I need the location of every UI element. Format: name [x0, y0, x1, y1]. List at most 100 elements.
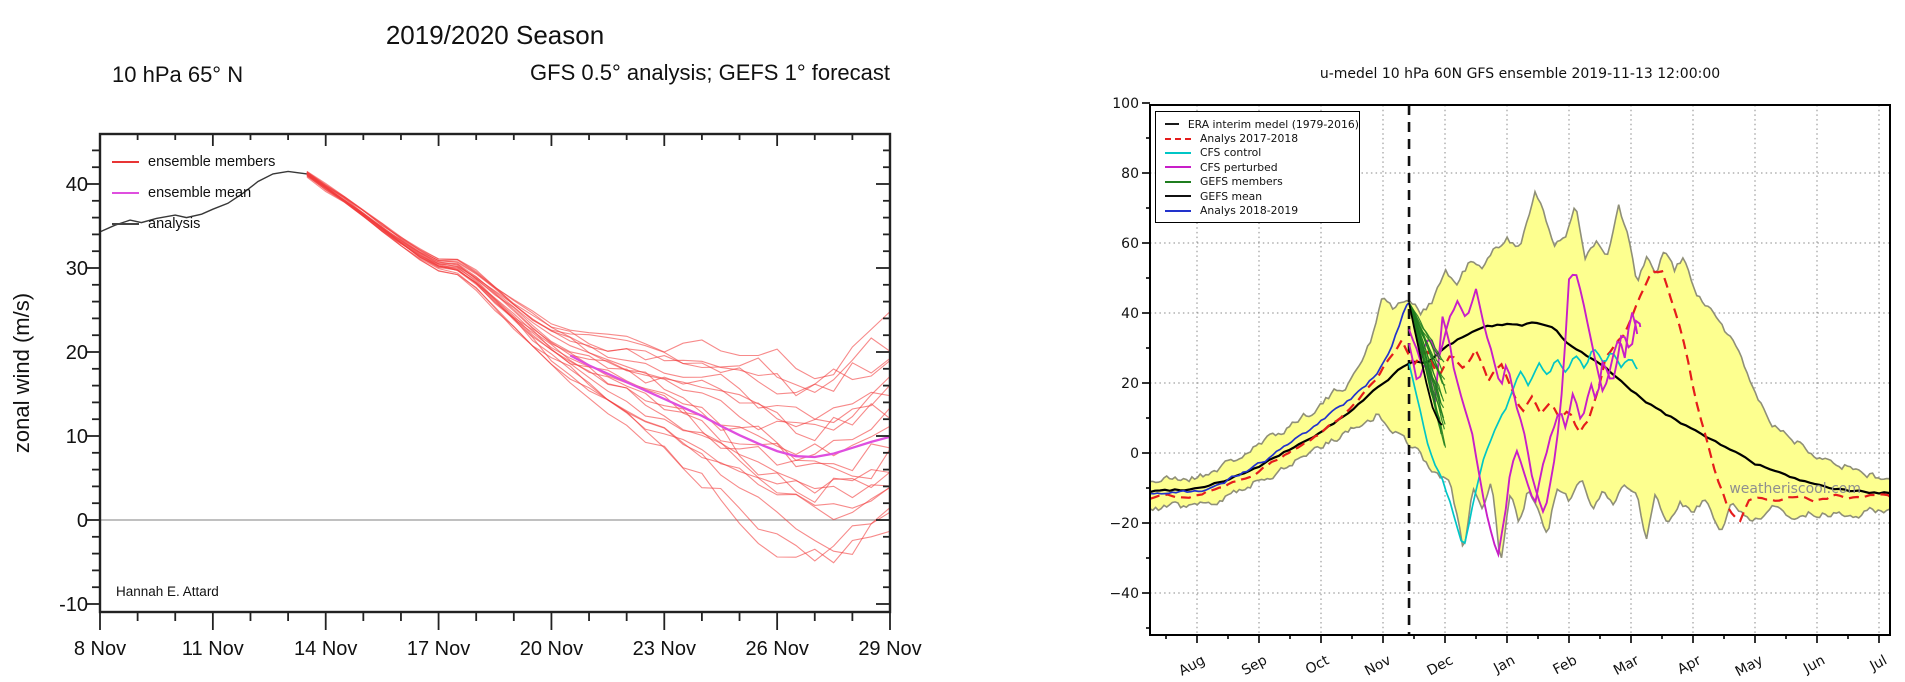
left-chart-y-axis-label: zonal wind (m/s) — [9, 292, 34, 454]
cfs-perturbed-line — [1408, 273, 1639, 515]
x-tick-label: Jan — [1490, 652, 1517, 677]
y-tick-label: 60 — [1121, 236, 1139, 252]
gefs-member-line — [1408, 302, 1442, 361]
ensemble-member-line — [306, 171, 891, 395]
band-top-edge — [1149, 189, 1891, 484]
legend-item: ensemble mean — [112, 177, 275, 208]
ensemble-member-line — [306, 175, 891, 499]
legend-label: analysis — [148, 215, 201, 232]
right-chart-legend: ERA interim medel (1979-2016) Analys 2017… — [1155, 111, 1360, 223]
legend-item: GEFS members — [1156, 175, 1359, 189]
x-tick-label: 8 Nov — [74, 638, 126, 660]
legend-item: GEFS mean — [1156, 189, 1359, 203]
y-tick-label: 20 — [66, 342, 88, 364]
x-tick-label: Jul — [1867, 652, 1890, 675]
left-chart-legend: ensemble members ensemble mean analysis — [112, 146, 275, 239]
x-tick-label: Mar — [1611, 652, 1642, 679]
right-chart: 100 80 60 40 20 0 −20 −40 Aug Sep Oct Nov Dec Jan Feb M… — [1109, 96, 1891, 680]
y-tick-label: 40 — [1121, 306, 1139, 322]
legend-item: CFS control — [1156, 146, 1359, 160]
ensemble-member-line — [306, 173, 891, 480]
legend-label: CFS control — [1200, 146, 1262, 160]
cfs-control-line — [1408, 348, 1638, 545]
ensemble-member-line — [306, 172, 891, 428]
ensemble-member-line — [306, 174, 891, 457]
legend-label: ERA interim medel (1979-2016) — [1187, 117, 1359, 131]
x-tick-label: 14 Nov — [294, 638, 357, 660]
band-bottom-edge — [1149, 413, 1891, 559]
y-tick-label: 0 — [77, 510, 88, 532]
ensemble-member-line — [306, 172, 891, 462]
legend-label: CFS perturbed — [1200, 160, 1278, 174]
x-tick-label: 17 Nov — [407, 638, 470, 660]
y-tick-label: 0 — [1130, 446, 1139, 462]
gefs-member-line — [1408, 302, 1443, 397]
gefs-mean-line — [1408, 302, 1443, 426]
analys-2017-2018-line — [1149, 270, 1891, 523]
left-plot-frame — [98, 132, 892, 614]
analys-2018-2019-line — [1149, 301, 1410, 495]
legend-line-sample — [1165, 180, 1191, 183]
ensemble-member-line — [306, 171, 891, 394]
y-tick-label: −20 — [1109, 516, 1139, 532]
x-tick-label: 26 Nov — [745, 638, 808, 660]
x-tick-label: 11 Nov — [182, 638, 244, 660]
legend-line-sample — [1165, 123, 1179, 126]
x-tick-label: 29 Nov — [858, 638, 921, 660]
legend-label: ensemble members — [148, 153, 276, 170]
ensemble-member-line — [306, 175, 891, 509]
y-tick-label: 10 — [66, 426, 88, 448]
x-tick-label: Apr — [1675, 652, 1704, 678]
x-tick-label: Feb — [1550, 652, 1579, 678]
climatology-band — [1150, 191, 1890, 558]
era-mean-line — [1149, 321, 1891, 495]
y-tick-label: −40 — [1109, 586, 1139, 602]
legend-item: Analys 2017-2018 — [1156, 131, 1359, 145]
y-tick-label: 80 — [1121, 166, 1139, 182]
ensemble-member-line — [306, 174, 891, 504]
legend-line-sample — [1165, 166, 1191, 169]
analysis-line — [99, 170, 307, 233]
legend-label: ensemble mean — [148, 184, 252, 201]
x-tick-label: Nov — [1362, 652, 1394, 679]
cfs-perturbed-line — [1408, 316, 1642, 559]
legend-item: CFS perturbed — [1156, 160, 1359, 174]
legend-line-sample — [1165, 137, 1191, 140]
ensemble-member-line — [306, 172, 891, 431]
left-chart: 40 30 20 10 0 -10 8 Nov 11 Nov 14 Nov 17 Nov 20 No… — [59, 132, 922, 660]
watermark: weatheriscool.com — [1729, 481, 1861, 497]
x-tick-label: 23 Nov — [633, 638, 696, 660]
y-tick-label: -10 — [59, 594, 88, 616]
legend-line-sample — [112, 160, 139, 163]
gefs-member-line — [1408, 302, 1445, 363]
y-tick-label: 100 — [1112, 96, 1139, 112]
left-chart-subtitle-right: GFS 0.5° analysis; GEFS 1° forecast — [530, 60, 890, 85]
x-tick-label: Sep — [1239, 652, 1270, 679]
y-tick-label: 30 — [66, 258, 88, 280]
legend-line-sample — [112, 191, 139, 194]
legend-label: Analys 2018-2019 — [1200, 204, 1299, 218]
x-tick-label: 20 Nov — [520, 638, 583, 660]
x-tick-label: Jun — [1800, 652, 1828, 677]
ensemble-member-line — [306, 173, 891, 472]
left-chart-subtitle-left: 10 hPa 65° N — [112, 62, 244, 87]
gefs-member-line — [1408, 302, 1443, 379]
ensemble-mean-line — [569, 354, 891, 459]
legend-item: Analys 2018-2019 — [1156, 203, 1359, 217]
x-tick-label: Dec — [1424, 652, 1455, 679]
right-plot-frame — [1149, 104, 1891, 636]
legend-label: GEFS mean — [1200, 189, 1263, 203]
y-tick-label: 20 — [1121, 376, 1139, 392]
legend-line-sample — [112, 222, 139, 225]
legend-label: GEFS members — [1200, 175, 1283, 189]
left-chart-credit: Hannah E. Attard — [116, 584, 219, 599]
x-tick-label: Aug — [1176, 652, 1208, 679]
legend-line-sample — [1165, 209, 1191, 212]
legend-line-sample — [1165, 195, 1191, 198]
right-chart-title: u-medel 10 hPa 60N GFS ensemble 2019-11-… — [1319, 66, 1721, 82]
legend-line-sample — [1165, 151, 1191, 154]
x-tick-label: Oct — [1303, 652, 1332, 678]
y-tick-label: 40 — [66, 174, 88, 196]
legend-item: analysis — [112, 208, 275, 239]
